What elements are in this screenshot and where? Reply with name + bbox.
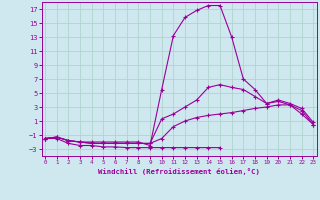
X-axis label: Windchill (Refroidissement éolien,°C): Windchill (Refroidissement éolien,°C) — [98, 168, 260, 175]
